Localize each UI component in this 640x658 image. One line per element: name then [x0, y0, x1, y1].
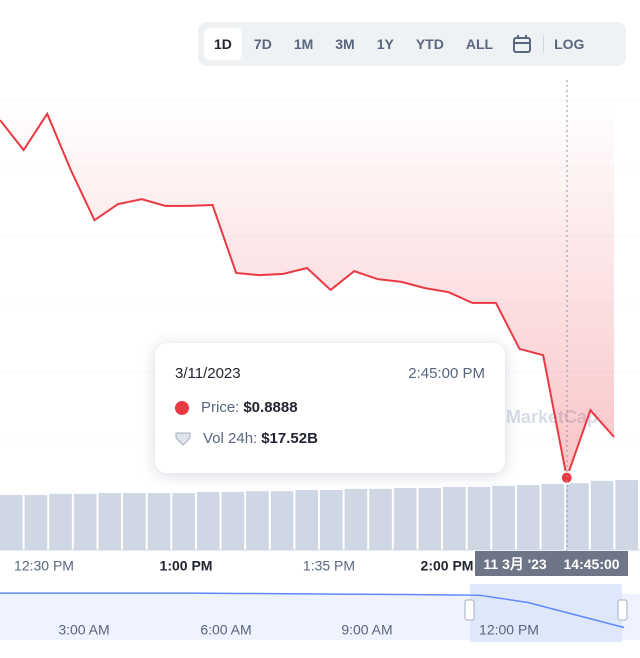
navigator-selection[interactable] [470, 584, 622, 642]
volume-bar [344, 488, 368, 550]
range-button[interactable]: YTD [415, 36, 444, 52]
navigator-label: 6:00 AM [200, 622, 251, 638]
navigator-label: 9:00 AM [341, 622, 392, 638]
range-button[interactable]: ALL [465, 36, 494, 52]
volume-bar [49, 493, 72, 550]
tooltip-time: 2:45:00 PM [408, 365, 485, 382]
volume-row: Vol 24h: $17.52B [175, 430, 318, 447]
volume-icon [175, 432, 191, 446]
separator [543, 35, 545, 53]
navigator-label: 12:00 PM [479, 622, 539, 638]
volume-bar [516, 485, 540, 550]
volume-bar [172, 493, 195, 550]
volume-bar [24, 494, 48, 550]
volume-label: Vol 24h: [203, 430, 258, 447]
volume-value: $17.52B [261, 430, 318, 447]
navigator-handle[interactable] [617, 599, 628, 621]
range-button[interactable]: 7D [253, 36, 272, 52]
volume-bar [418, 488, 442, 550]
range-button[interactable]: 1Y [376, 36, 394, 52]
range-toolbar: 1D 7D 1M 3M 1Y YTD ALL LOG [198, 22, 626, 66]
price-label: Price: [201, 399, 240, 416]
volume-bar [369, 488, 392, 550]
crosshair-date: 11 3月 '23 [483, 555, 547, 572]
volume-bar [270, 491, 294, 550]
area-fill [0, 100, 614, 478]
range-button[interactable]: 1D [204, 28, 242, 60]
volume-bar [123, 493, 146, 550]
x-tick-label: 2:00 PM [421, 558, 474, 574]
x-tick-label: 1:00 PM [160, 558, 213, 574]
volume-bar [320, 490, 343, 550]
navigator-label: 3:00 AM [58, 622, 109, 638]
volume-bar [221, 491, 245, 550]
price-line [0, 111, 615, 482]
volume-bar [590, 480, 614, 550]
log-button[interactable]: LOG [554, 36, 585, 52]
volume-bar [196, 491, 220, 550]
volume-bar [566, 483, 589, 550]
x-tick-label: 12:30 PM [14, 558, 74, 574]
volume-bar [246, 491, 269, 550]
price-value: $0.8888 [243, 399, 298, 416]
volume-bar [393, 488, 417, 550]
crosshair-time: 14:45:00 [563, 555, 620, 572]
volume-bar [615, 480, 638, 550]
price-row: Price: $0.8888 [175, 399, 298, 416]
crosshair-label: 11 3月 '23 14:45:00 [475, 551, 628, 576]
volume-bar [98, 493, 122, 550]
calendar-icon[interactable] [511, 33, 533, 55]
price-dot [175, 400, 189, 415]
range-button[interactable]: 3M [335, 36, 355, 52]
tooltip-date: 3/11/2023 [175, 365, 241, 382]
tooltip: 3/11/2023 2:45:00 PM Price: $0.8888 Vol … [155, 343, 505, 473]
volume-bar [147, 493, 171, 550]
volume-bar [467, 486, 491, 550]
volume-bar [492, 485, 515, 550]
volume-bar [541, 483, 565, 550]
volume-bar [295, 490, 318, 550]
range-button[interactable]: 1M [293, 36, 314, 52]
navigator-line [0, 592, 625, 629]
volume-bar [0, 494, 23, 550]
volume-bar [73, 493, 97, 550]
volume-bar [443, 486, 466, 550]
navigator-handle[interactable] [464, 599, 475, 621]
x-tick-label: 1:35 PM [303, 558, 355, 574]
